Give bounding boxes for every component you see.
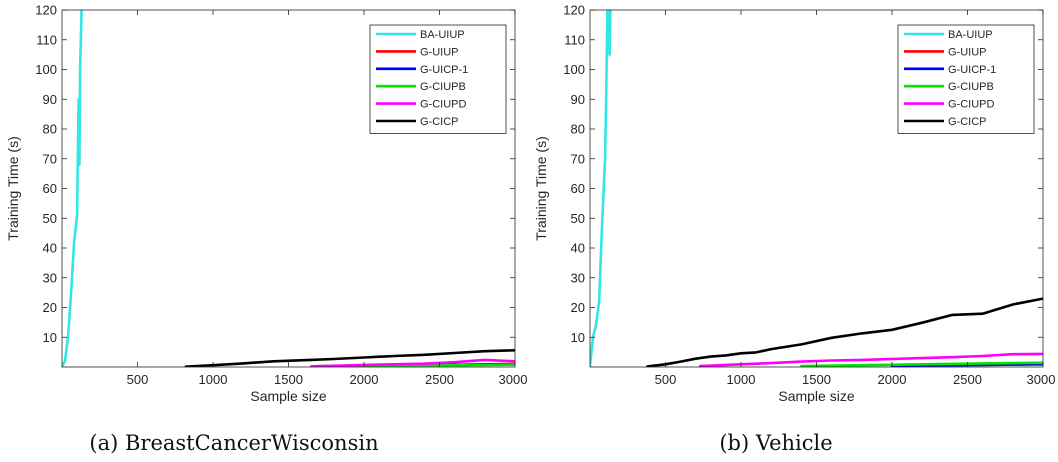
y-tick-label: 60 xyxy=(43,181,57,196)
legend-box xyxy=(897,24,1035,134)
subfigure-caption: (a) BreastCancerWisconsin xyxy=(89,431,378,455)
x-tick-label: 3000 xyxy=(1027,372,1056,387)
chart-panel-breastcancer: 500 1000 1500 2000 2500 3000 10 20 30 40 50 60 70 80 9… xyxy=(5,3,527,456)
legend: BA-UIUP G-UIUP G-UICP-1 G-CIUPB G-CIUPD G-CIC… xyxy=(897,24,1035,134)
y-tick-label: 100 xyxy=(35,62,57,77)
y-tick-label: 70 xyxy=(43,151,57,166)
legend-entry-g-cicp: G-CICP xyxy=(420,116,459,128)
y-tick-label: 20 xyxy=(571,300,585,315)
y-tick-label: 110 xyxy=(564,32,585,47)
x-axis-label: Sample size xyxy=(250,388,326,404)
y-tick-label: 80 xyxy=(43,122,57,137)
y-tick-label: 120 xyxy=(35,3,57,18)
legend-entry-g-ciupd: G-CIUPD xyxy=(420,99,467,111)
x-tick-label: 2500 xyxy=(425,372,454,387)
y-tick-label: 50 xyxy=(43,211,57,226)
y-tick-label: 120 xyxy=(563,3,585,18)
x-tick-label: 1000 xyxy=(199,372,228,387)
y-tick-label: 90 xyxy=(43,92,57,107)
y-tick-label: 20 xyxy=(43,300,57,315)
y-tick-label: 60 xyxy=(571,181,585,196)
y-tick-label: 10 xyxy=(43,330,57,345)
y-tick-label: 10 xyxy=(571,330,585,345)
x-tick-label: 500 xyxy=(127,372,149,387)
y-axis-label: Training Time (s) xyxy=(5,136,21,241)
y-tick-label: 90 xyxy=(571,92,585,107)
y-tick-label: 30 xyxy=(43,270,57,285)
legend-entry-g-uiup: G-UIUP xyxy=(420,46,459,58)
y-tick-label: 40 xyxy=(571,241,585,256)
series-line-g-ciupd xyxy=(698,352,1043,367)
x-axis-label: Sample size xyxy=(778,388,854,404)
legend-entry-g-uicp-1: G-UICP-1 xyxy=(420,64,468,76)
subfigure-caption: (b) Vehicle xyxy=(719,431,832,455)
legend-entry-ba-uiup: BA-UIUP xyxy=(948,29,993,41)
series-line-g-ciupb xyxy=(800,361,1043,367)
legend-entry-ba-uiup: BA-UIUP xyxy=(420,29,465,41)
y-tick-label: 80 xyxy=(571,122,585,137)
y-tick-label: 70 xyxy=(571,151,585,166)
series-line-ba-uiup xyxy=(590,10,612,367)
y-tick-label: 40 xyxy=(43,241,57,256)
x-tick-label: 1500 xyxy=(274,372,303,387)
legend-entry-g-ciupd: G-CIUPD xyxy=(948,99,995,111)
legend-box xyxy=(369,24,507,134)
y-tick-label: 30 xyxy=(571,270,585,285)
x-tick-label: 2500 xyxy=(953,372,982,387)
legend-entry-g-cicp: G-CICP xyxy=(948,116,987,128)
legend-entry-g-ciupb: G-CIUPB xyxy=(420,81,466,93)
x-tick-label: 2000 xyxy=(878,372,907,387)
x-tick-label: 1500 xyxy=(802,372,831,387)
legend: BA-UIUP G-UIUP G-UICP-1 G-CIUPB G-CIUPD G-CIC… xyxy=(369,24,507,134)
chart-panel-vehicle: 500 1000 1500 2000 2500 3000 10 20 30 40 50 60 70 80 9… xyxy=(533,3,1055,456)
series-line-g-cicp xyxy=(184,348,515,367)
legend-entry-g-uiup: G-UIUP xyxy=(948,46,987,58)
y-tick-label: 110 xyxy=(36,32,57,47)
y-tick-label: 100 xyxy=(563,62,585,77)
x-tick-label: 1000 xyxy=(727,372,756,387)
y-tick-label: 50 xyxy=(571,211,585,226)
legend-entry-g-uicp-1: G-UICP-1 xyxy=(948,64,996,76)
series-line-ba-uiup xyxy=(62,10,83,367)
legend-entry-g-ciupb: G-CIUPB xyxy=(948,81,994,93)
series-line-g-cicp xyxy=(646,297,1043,367)
y-axis-label: Training Time (s) xyxy=(533,136,549,241)
x-tick-label: 500 xyxy=(655,372,677,387)
x-tick-label: 2000 xyxy=(350,372,379,387)
x-tick-label: 3000 xyxy=(499,372,528,387)
